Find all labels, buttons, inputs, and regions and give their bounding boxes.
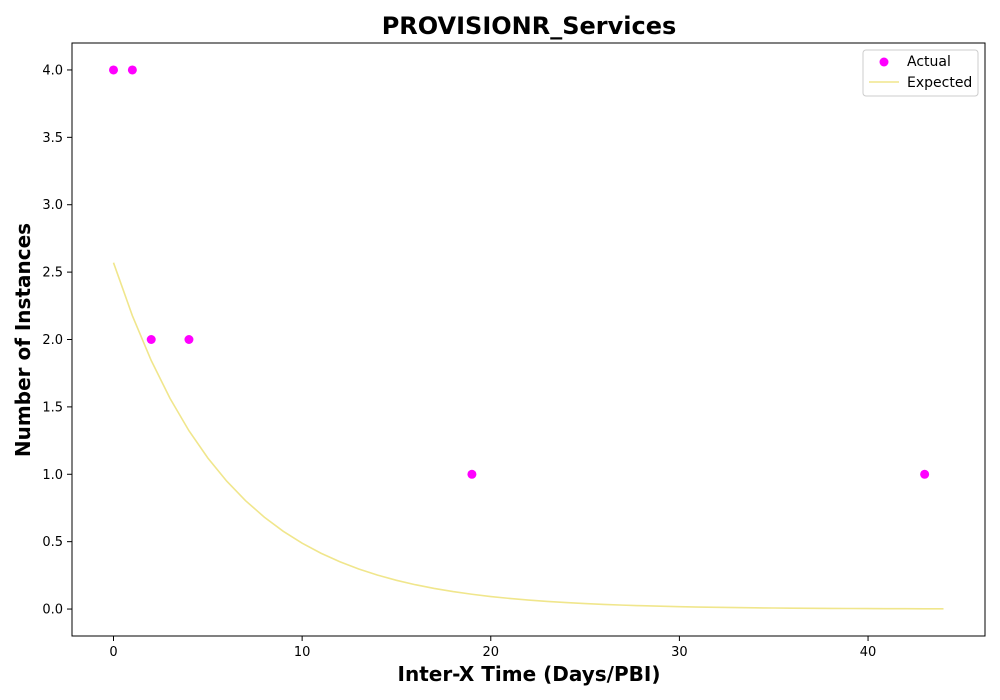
- y-tick-label: 0.5: [42, 535, 63, 550]
- y-tick-label: 2.0: [42, 333, 63, 348]
- x-tick-label: 30: [671, 645, 688, 660]
- y-axis-label: Number of Instances: [11, 223, 35, 457]
- x-tick-label: 40: [860, 645, 877, 660]
- y-tick-label: 1.0: [42, 468, 63, 483]
- y-tick-label: 2.5: [42, 266, 63, 281]
- x-tick-label: 20: [482, 645, 499, 660]
- actual-point: [109, 65, 118, 75]
- y-tick-label: 4.0: [42, 63, 63, 78]
- y-tick-label: 1.5: [42, 400, 63, 415]
- legend-box: [862, 49, 979, 97]
- plot-area: [109, 65, 944, 610]
- y-axis: 0.0 0.5 1.0 1.5 2.0 2.5 3.0 3.5 4.0: [42, 63, 72, 618]
- legend-expected-label: Expected: [907, 75, 972, 91]
- y-tick-label: 0.0: [42, 603, 63, 618]
- legend-actual-label: Actual: [907, 54, 951, 70]
- x-tick-label: 0: [109, 645, 117, 660]
- actual-point: [920, 469, 930, 479]
- actual-point: [184, 335, 194, 344]
- actual-point: [127, 65, 137, 75]
- chart-title: PROVISIONR_Services: [382, 12, 677, 40]
- y-tick-label: 3.0: [42, 198, 63, 213]
- actual-point: [146, 335, 156, 344]
- legend-actual-marker: [879, 57, 889, 67]
- x-axis-label: Inter-X Time (Days/PBI): [398, 662, 661, 686]
- x-tick-label: 10: [294, 645, 311, 660]
- x-axis: 0 10 20 30 40: [109, 636, 876, 660]
- expected-line: [112, 262, 944, 610]
- legend: Actual Expected: [862, 49, 979, 97]
- actual-point: [467, 469, 477, 479]
- y-tick-label: 3.5: [42, 131, 63, 146]
